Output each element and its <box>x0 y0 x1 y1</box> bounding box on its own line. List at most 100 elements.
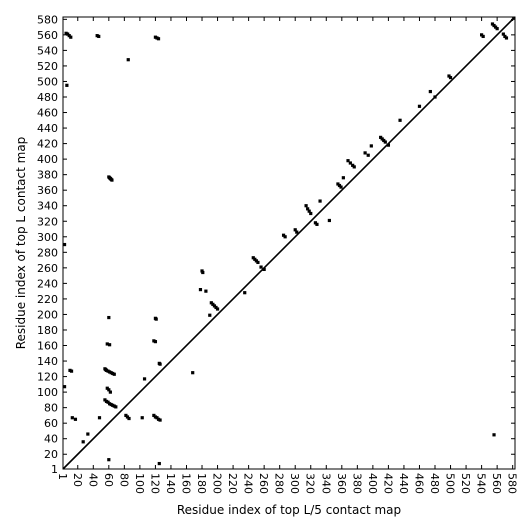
contact-point <box>108 390 112 394</box>
contact-point <box>383 140 387 144</box>
y-axis-label: Residue index of top L contact map <box>14 137 28 350</box>
contact-point <box>107 315 111 320</box>
contact-point <box>62 385 67 389</box>
contact-point <box>62 242 67 247</box>
contact-point <box>65 83 69 87</box>
x-tick-label: 140 <box>164 473 177 494</box>
y-tick-label: 580 <box>37 13 58 26</box>
contact-point <box>154 317 158 321</box>
y-tick-label: 460 <box>37 107 58 120</box>
diagonal-line <box>62 16 516 470</box>
contact-point <box>69 369 74 373</box>
x-tick-label: 100 <box>133 473 146 494</box>
y-tick-label: 220 <box>37 293 58 306</box>
contact-point <box>448 75 453 80</box>
contact-point <box>369 144 373 148</box>
contact-point <box>208 313 212 317</box>
contact-point <box>309 211 313 216</box>
x-axis-ticks: 1 20 40 60 80 100 120 140 160 180 200 220 240 260 280 3… <box>56 17 519 494</box>
contact-point <box>198 288 203 292</box>
contact-point <box>108 343 112 347</box>
x-tick-label: 500 <box>444 473 457 494</box>
x-tick-label: 360 <box>335 473 348 494</box>
x-tick-label: 440 <box>397 473 410 494</box>
contact-point <box>86 432 90 436</box>
y-tick-label: 540 <box>37 44 58 57</box>
contact-point <box>306 207 310 211</box>
contact-point <box>112 372 116 376</box>
x-tick-label: 260 <box>257 473 270 494</box>
y-tick-label: 120 <box>37 371 58 384</box>
contact-point <box>127 416 131 421</box>
contact-point <box>215 307 220 311</box>
y-tick-label: 260 <box>37 262 58 275</box>
contact-point <box>428 89 432 94</box>
contact-point <box>70 416 74 420</box>
contact-point <box>315 222 319 226</box>
y-tick-label: 360 <box>37 184 58 197</box>
x-tick-label: 540 <box>475 473 488 494</box>
y-tick-label: 300 <box>37 231 58 244</box>
x-tick-label: 120 <box>148 473 161 494</box>
x-axis-label: Residue index of top L/5 contact map <box>177 503 401 517</box>
x-tick-label: 400 <box>366 473 379 494</box>
contact-point <box>204 289 208 293</box>
y-tick-label: 420 <box>37 138 58 151</box>
contact-point <box>363 151 367 155</box>
contact-point <box>304 204 308 208</box>
x-tick-label: 40 <box>86 473 99 487</box>
y-tick-label: 100 <box>37 386 58 399</box>
contact-point <box>156 37 161 41</box>
y-tick-label: 80 <box>44 402 58 415</box>
y-tick-label: 280 <box>37 246 58 259</box>
contact-point <box>348 161 352 165</box>
contact-point <box>107 458 111 462</box>
contact-point <box>114 405 118 409</box>
x-tick-label: 580 <box>506 473 519 494</box>
contact-point <box>366 153 370 157</box>
contact-point <box>158 418 162 422</box>
x-tick-label: 280 <box>273 473 286 494</box>
x-tick-label: 300 <box>288 473 301 494</box>
contact-point <box>81 440 85 444</box>
y-tick-label: 140 <box>37 355 58 368</box>
contact-point <box>259 265 263 269</box>
plot-area-frame <box>62 16 516 470</box>
y-tick-label: 380 <box>37 169 58 182</box>
x-tick-label: 80 <box>117 473 130 487</box>
y-tick-label: 500 <box>37 75 58 88</box>
contact-point <box>243 291 247 295</box>
contact-point <box>140 416 144 420</box>
x-tick-label: 1 <box>56 473 69 480</box>
x-tick-label: 180 <box>195 473 208 494</box>
x-tick-label: 480 <box>428 473 441 494</box>
x-tick-label: 460 <box>412 473 425 494</box>
y-tick-label: 240 <box>37 277 58 290</box>
contact-point <box>346 159 350 163</box>
contact-point <box>327 218 331 223</box>
y-tick-label: 480 <box>37 91 58 104</box>
x-tick-label: 20 <box>71 473 84 487</box>
y-tick-label: 1 <box>51 463 58 476</box>
y-tick-label: 340 <box>37 200 58 213</box>
y-tick-label: 520 <box>37 60 58 73</box>
y-tick-label: 560 <box>37 29 58 42</box>
contact-point <box>504 36 509 40</box>
x-tick-label: 520 <box>459 473 472 494</box>
contact-point <box>201 270 205 275</box>
contact-point <box>256 260 260 265</box>
contact-point <box>142 377 147 381</box>
contact-point <box>339 185 343 189</box>
contact-point <box>492 433 496 437</box>
y-tick-label: 40 <box>44 433 58 446</box>
x-tick-label: 160 <box>179 473 192 494</box>
contact-point <box>153 340 158 344</box>
contact-point <box>352 165 356 169</box>
contact-point <box>191 371 195 375</box>
y-tick-label: 20 <box>44 448 58 461</box>
contact-point <box>107 388 111 392</box>
y-tick-label: 320 <box>37 215 58 228</box>
y-tick-label: 180 <box>37 324 58 337</box>
contact-point <box>97 34 101 39</box>
